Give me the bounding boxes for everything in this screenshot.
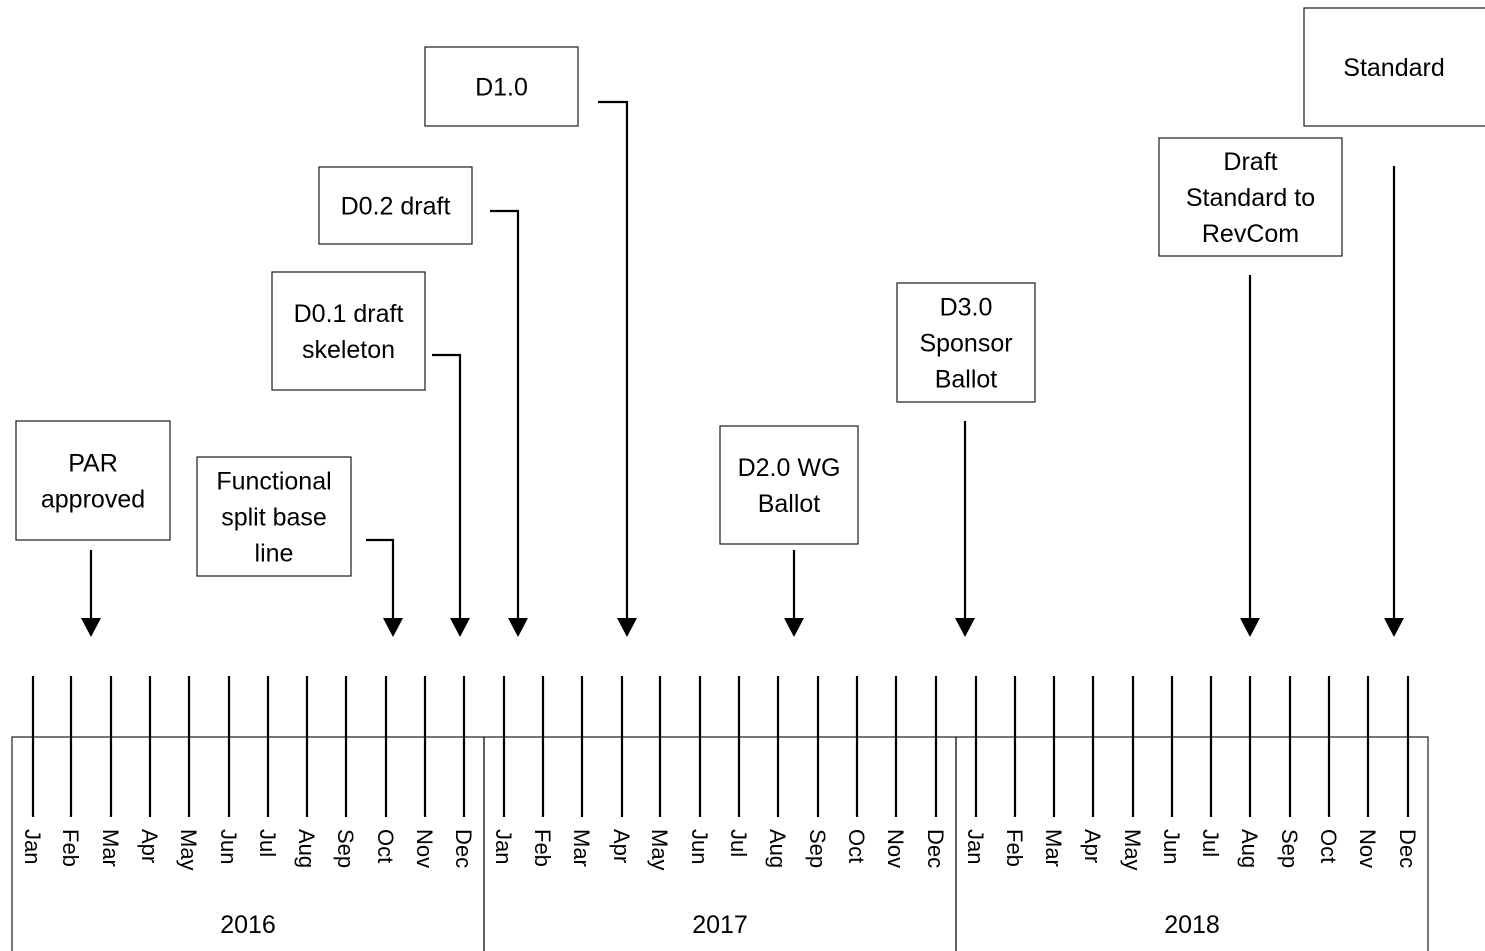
month-label-2017-Apr: Apr xyxy=(609,829,634,863)
milestone-label-d30-sponsor-ballot-2: Ballot xyxy=(935,366,998,394)
arrowhead-d10 xyxy=(617,618,637,637)
month-label-2017-Jun: Jun xyxy=(687,829,712,864)
milestone-par-approved: PAR approved xyxy=(15,420,171,541)
month-label-2017-Sep: Sep xyxy=(805,829,830,868)
milestone-label-d30-sponsor-ballot-0: D3.0 xyxy=(940,294,993,322)
arrowhead-standard xyxy=(1384,618,1404,637)
milestone-box-d01-draft xyxy=(271,271,426,391)
milestone-d01-draft: D0.1 draft skeleton xyxy=(271,271,426,391)
year-box-2018 xyxy=(955,736,1429,951)
milestone-label-d01-draft-0: D0.1 draft xyxy=(294,300,404,328)
year-label-2017: 2017 xyxy=(692,911,748,939)
milestone-label-d20-wg-ballot-1: Ballot xyxy=(758,490,821,518)
month-label-2018-Nov: Nov xyxy=(1355,829,1380,868)
month-label-2016-Apr: Apr xyxy=(137,829,162,863)
month-label-2017-Nov: Nov xyxy=(883,829,908,868)
milestone-d10: D1.0 xyxy=(424,46,579,127)
milestone-label-draft-to-revcom-0: Draft xyxy=(1223,148,1277,176)
month-label-2017-Jan: Jan xyxy=(491,829,516,864)
month-label-2018-Mar: Mar xyxy=(1041,829,1066,867)
milestone-box-d10 xyxy=(424,46,579,127)
month-label-2018-Feb: Feb xyxy=(1002,829,1027,867)
month-label-2016-Oct: Oct xyxy=(373,829,398,863)
month-label-2016-Feb: Feb xyxy=(58,829,83,867)
milestone-box-functional-split xyxy=(196,456,352,577)
arrowhead-d01-draft xyxy=(450,618,470,637)
connector-functional-split xyxy=(366,538,395,619)
month-label-2017-Jul: Jul xyxy=(726,829,751,857)
milestone-box-d02-draft xyxy=(318,166,473,245)
arrowhead-functional-split xyxy=(383,618,403,637)
milestone-label-d01-draft-1: skeleton xyxy=(302,336,395,364)
milestone-label-par-approved-1: approved xyxy=(41,486,145,514)
milestone-label-d20-wg-ballot-0: D2.0 WG xyxy=(738,454,841,482)
milestone-boxes: PAR approved Functional split base line D0.1 … xyxy=(15,7,1485,577)
milestone-label-functional-split-1: split base xyxy=(221,504,327,532)
month-label-2017-May: May xyxy=(647,829,672,871)
milestone-label-draft-to-revcom-2: RevCom xyxy=(1202,220,1299,248)
milestone-box-draft-to-revcom xyxy=(1158,137,1343,257)
milestone-box-d20-wg-ballot xyxy=(719,425,859,545)
month-label-2016-Jan: Jan xyxy=(20,829,45,864)
month-ticks xyxy=(31,676,1410,817)
month-label-2017-Oct: Oct xyxy=(844,829,869,863)
milestone-box-par-approved xyxy=(15,420,171,541)
month-label-2016-Dec: Dec xyxy=(451,829,476,868)
month-label-2018-Jul: Jul xyxy=(1198,829,1223,857)
month-label-2016-Sep: Sep xyxy=(333,829,358,868)
month-label-2016-Aug: Aug xyxy=(294,829,319,868)
milestone-box-standard xyxy=(1303,7,1485,127)
month-label-2017-Dec: Dec xyxy=(923,829,948,868)
connector-d01-draft xyxy=(432,353,462,619)
year-label-2016: 2016 xyxy=(220,911,276,939)
month-label-2018-Apr: Apr xyxy=(1080,829,1105,863)
month-label-2018-May: May xyxy=(1120,829,1145,871)
milestone-label-standard-0: Standard xyxy=(1343,54,1444,82)
milestone-connectors xyxy=(81,100,1404,637)
milestone-label-d30-sponsor-ballot-1: Sponsor xyxy=(919,330,1012,358)
month-label-2018-Aug: Aug xyxy=(1237,829,1262,868)
month-label-2018-Dec: Dec xyxy=(1395,829,1420,868)
connector-d10 xyxy=(598,100,629,619)
month-label-2018-Jan: Jan xyxy=(963,829,988,864)
month-label-2018-Jun: Jun xyxy=(1159,829,1184,864)
milestone-draft-to-revcom: Draft Standard to RevCom xyxy=(1158,137,1343,257)
milestone-label-d10-0: D1.0 xyxy=(475,74,528,102)
milestone-label-functional-split-2: line xyxy=(255,540,294,568)
milestone-label-d02-draft-0: D0.2 draft xyxy=(341,193,451,221)
milestone-standard: Standard xyxy=(1303,7,1485,127)
connector-d02-draft xyxy=(490,209,520,619)
arrowhead-d30-sponsor-ballot xyxy=(955,618,975,637)
milestone-d30-sponsor-ballot: D3.0 Sponsor Ballot xyxy=(896,282,1036,403)
milestone-d02-draft: D0.2 draft xyxy=(318,166,473,245)
month-label-2016-May: May xyxy=(176,829,201,871)
milestone-box-d30-sponsor-ballot xyxy=(896,282,1036,403)
arrowhead-par-approved xyxy=(81,618,101,637)
milestone-label-functional-split-0: Functional xyxy=(216,468,331,496)
month-label-2016-Nov: Nov xyxy=(412,829,437,868)
arrowhead-d20-wg-ballot xyxy=(784,618,804,637)
year-layer: 2016 2017 2018 xyxy=(11,736,1429,951)
month-label-2017-Mar: Mar xyxy=(569,829,594,867)
year-label-2018: 2018 xyxy=(1164,911,1220,939)
month-label-2018-Oct: Oct xyxy=(1316,829,1341,863)
arrowhead-draft-to-revcom xyxy=(1240,618,1260,637)
milestone-label-par-approved-0: PAR xyxy=(68,450,118,478)
month-labels: Jan Feb Mar Apr May Jun Jul Aug Sep Oct Nov Dec Jan F… xyxy=(20,829,1420,871)
milestone-d20-wg-ballot: D2.0 WG Ballot xyxy=(719,425,859,545)
arrowhead-d02-draft xyxy=(508,618,528,637)
month-label-2017-Aug: Aug xyxy=(765,829,790,868)
month-label-2016-Jun: Jun xyxy=(216,829,241,864)
month-label-2016-Jul: Jul xyxy=(255,829,280,857)
milestone-functional-split: Functional split base line xyxy=(196,456,352,577)
month-label-2018-Sep: Sep xyxy=(1277,829,1302,868)
month-label-2017-Feb: Feb xyxy=(530,829,555,867)
month-label-2016-Mar: Mar xyxy=(98,829,123,867)
milestone-label-draft-to-revcom-1: Standard to xyxy=(1186,184,1315,212)
